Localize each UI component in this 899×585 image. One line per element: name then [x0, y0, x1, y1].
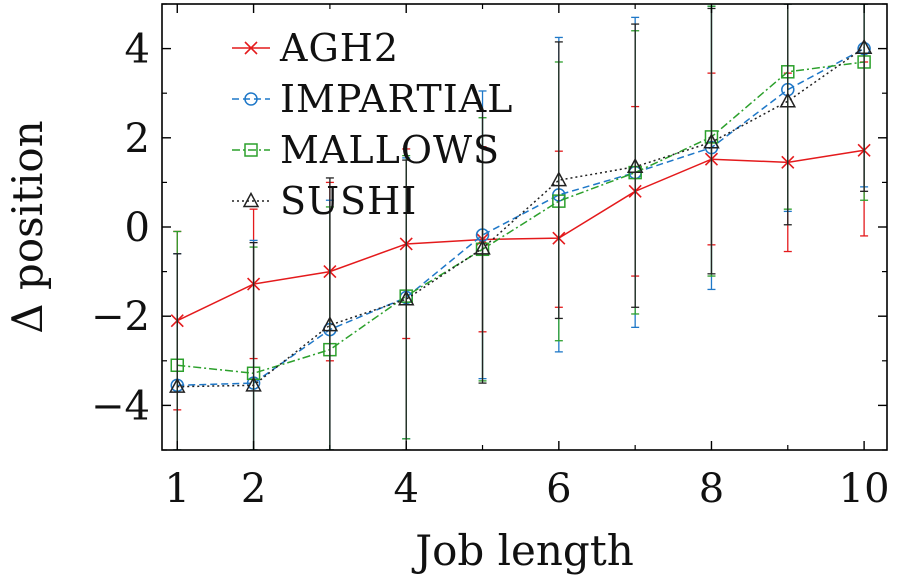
y-tick-label: −4	[91, 383, 150, 429]
legend-label: AGH2	[279, 26, 399, 70]
x-tick-label: 10	[839, 466, 890, 512]
series-sushi	[169, 4, 873, 450]
series-line	[177, 47, 865, 387]
data-point	[169, 377, 186, 393]
axis-ticks	[162, 3, 887, 451]
legend-marker	[244, 92, 258, 106]
series-line	[176, 149, 865, 322]
legend-marker	[244, 41, 258, 55]
legend-label: IMPARTIAL	[280, 77, 513, 121]
legend-label: MALLOWS	[280, 128, 500, 172]
legend: AGH2 IMPARTIAL MALLOWS SUSHI	[232, 26, 513, 223]
y-axis-label: Δ position	[3, 120, 52, 334]
data-point	[703, 133, 720, 149]
y-tick-label: 4	[125, 27, 150, 73]
y-tick-label: −2	[91, 294, 150, 340]
x-tick-label: 1	[165, 466, 190, 512]
legend-marker	[244, 143, 258, 157]
legend-marker	[242, 191, 260, 208]
series-line	[177, 61, 865, 375]
series-layer	[169, 4, 873, 450]
x-axis-label: Job length	[411, 526, 634, 575]
data-point	[550, 171, 568, 187]
x-tick-label: 8	[699, 466, 724, 512]
data-point	[474, 239, 491, 255]
x-tick-label: 6	[546, 466, 571, 512]
series-mallows	[170, 4, 871, 450]
data-point	[779, 92, 797, 108]
y-tick-label: 0	[125, 205, 150, 251]
series-impartial	[170, 4, 871, 450]
legend-label: SUSHI	[280, 179, 417, 223]
x-tick-label: 2	[241, 466, 266, 512]
data-point	[321, 316, 339, 332]
y-tick-label: 2	[125, 116, 150, 162]
data-point	[397, 290, 415, 306]
data-point	[245, 376, 262, 392]
plot-frame	[161, 3, 888, 451]
x-tick-label: 4	[393, 466, 418, 512]
data-point	[626, 157, 644, 174]
data-point	[855, 38, 873, 54]
tick-labels: 1 2 4 6 8 10 −4 −2 0 2 4	[91, 27, 890, 512]
